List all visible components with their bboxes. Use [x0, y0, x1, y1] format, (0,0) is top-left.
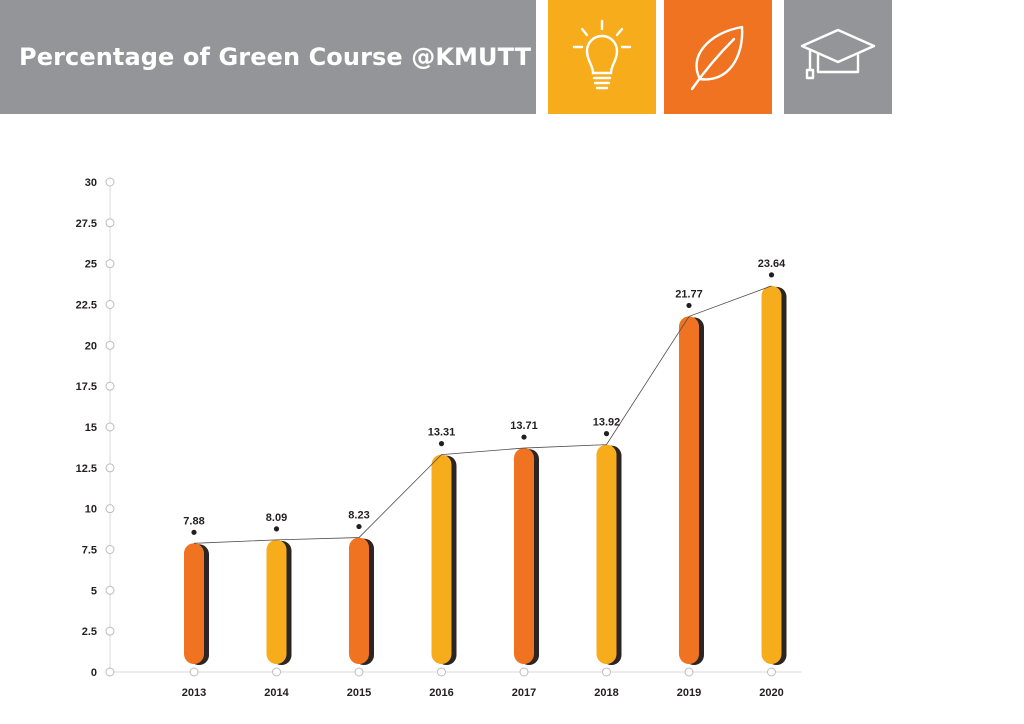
lightbulb-icon	[572, 19, 632, 90]
y-tick-label: 30	[85, 177, 97, 189]
data-label: 23.64	[758, 258, 786, 270]
y-tick-marker	[105, 463, 115, 473]
data-point-dot	[273, 526, 280, 532]
bar	[266, 539, 287, 664]
y-tick-label: 2.5	[82, 626, 97, 638]
bar	[679, 316, 699, 664]
y-tick-marker	[105, 381, 115, 391]
y-tick-label: 7.5	[82, 545, 97, 557]
y-tick-marker	[105, 545, 115, 554]
leaf-tile	[664, 0, 772, 114]
x-tick-marker	[437, 667, 446, 677]
y-tick-label: 10	[85, 504, 97, 516]
data-point-dot	[768, 272, 775, 278]
page-title: Percentage of Green Course @KMUTT	[19, 43, 532, 71]
data-label: 21.77	[675, 288, 703, 300]
data-label: 13.31	[428, 427, 456, 439]
bar	[761, 285, 782, 664]
x-tick-marker	[354, 667, 364, 677]
x-tick-label: 2013	[182, 687, 206, 699]
y-tick-marker	[105, 218, 115, 228]
y-tick-label: 0	[91, 667, 97, 679]
x-tick-label: 2018	[594, 687, 618, 699]
data-label: 7.88	[183, 515, 204, 527]
x-tick-marker	[767, 667, 776, 677]
x-tick-label: 2015	[347, 687, 371, 699]
x-tick-marker	[602, 667, 611, 677]
x-tick-marker	[189, 667, 199, 677]
bar	[184, 543, 204, 664]
data-label: 8.23	[348, 510, 369, 522]
data-point-dot	[686, 302, 692, 309]
trend-line	[193, 285, 772, 544]
x-tick-marker	[684, 667, 694, 677]
data-point-dot	[521, 434, 527, 440]
y-tick-marker	[105, 259, 115, 269]
x-tick-label: 2019	[677, 687, 701, 699]
data-label: 13.71	[510, 420, 538, 432]
graduation-cap-icon	[800, 28, 876, 80]
x-tick-label: 2017	[512, 687, 536, 699]
y-tick-label: 20	[85, 340, 97, 352]
data-point-dot	[438, 441, 445, 447]
data-point-dot	[356, 523, 362, 530]
x-tick-marker	[272, 667, 281, 677]
y-tick-label: 27.5	[76, 218, 97, 230]
y-tick-marker	[105, 504, 115, 514]
y-tick-marker	[105, 626, 115, 636]
data-point-dot	[191, 529, 197, 535]
y-tick-label: 15	[85, 422, 97, 434]
bar	[596, 444, 617, 664]
y-tick-label: 25	[85, 259, 97, 271]
x-tick-marker	[519, 667, 529, 677]
y-tick-marker	[105, 340, 115, 350]
bar	[431, 454, 452, 664]
bar	[514, 448, 534, 664]
y-tick-label: 5	[91, 585, 97, 597]
graduation-tile	[784, 0, 892, 114]
x-tick-label: 2014	[264, 687, 289, 699]
x-tick-label: 2020	[759, 687, 783, 699]
y-tick-label: 17.5	[76, 381, 97, 393]
y-tick-label: 22.5	[76, 300, 97, 312]
bar	[349, 537, 369, 664]
y-tick-marker	[105, 422, 115, 432]
y-tick-marker	[105, 177, 115, 187]
y-tick-marker	[105, 585, 115, 595]
title-banner: Percentage of Green Course @KMUTT	[0, 0, 536, 114]
data-point-dot	[603, 431, 610, 437]
x-tick-label: 2016	[429, 687, 453, 699]
leaf-icon	[690, 25, 744, 91]
y-tick-marker	[105, 667, 115, 677]
data-label: 8.09	[266, 512, 287, 524]
lightbulb-tile	[548, 0, 656, 114]
y-tick-marker	[105, 300, 115, 309]
data-label: 13.92	[593, 417, 621, 429]
y-tick-label: 12.5	[76, 463, 97, 475]
